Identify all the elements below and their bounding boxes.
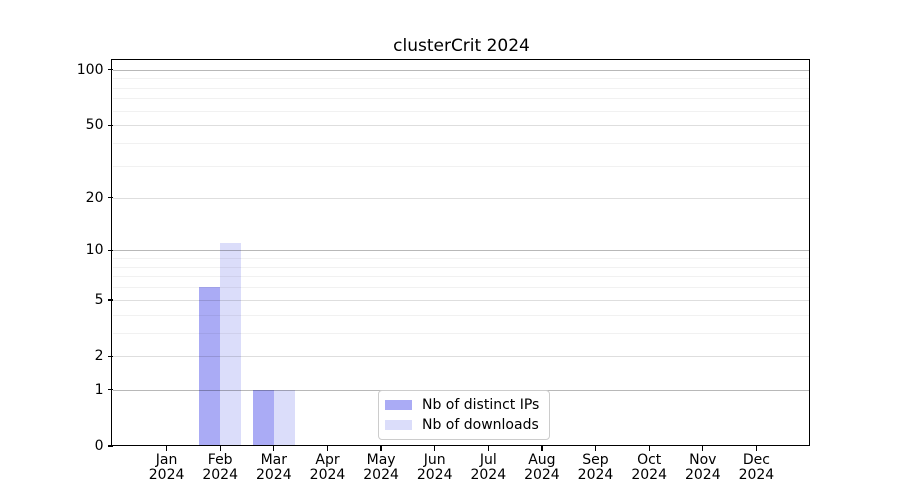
gridline-minor-8 — [113, 266, 810, 268]
x-tick-year: 2024 — [309, 467, 346, 483]
gridline-major-20 — [113, 197, 810, 199]
y-tick-label-0: 0 — [94, 438, 104, 454]
y-tick-mark-1 — [107, 388, 113, 391]
x-tick-year: 2024 — [202, 467, 238, 483]
legend: Nb of distinct IPs Nb of downloads — [378, 390, 551, 440]
x-tick-mark-jul — [487, 446, 489, 451]
x-tick-label-oct: Oct 2024 — [619, 453, 679, 483]
x-tick-year: 2024 — [416, 467, 453, 483]
x-tick-month: Oct — [637, 452, 662, 468]
x-tick-label-dec: Dec 2024 — [726, 453, 786, 483]
gridline-minor-60 — [113, 110, 810, 112]
y-tick-label-100: 100 — [76, 61, 104, 78]
x-tick-label-may: May 2024 — [351, 453, 411, 483]
y-tick-mark-0 — [107, 445, 113, 447]
gridline-major-5 — [113, 299, 810, 301]
y-tick-label-50: 50 — [85, 117, 104, 134]
x-tick-mark-jun — [434, 446, 436, 451]
gridline-minor-4 — [113, 314, 810, 316]
y-tick-label-2: 2 — [94, 348, 104, 365]
y-tick-label-5: 5 — [94, 291, 104, 308]
x-tick-mark-nov — [702, 446, 704, 451]
legend-swatch-downloads — [385, 420, 412, 430]
legend-item-downloads: Nb of downloads — [385, 417, 539, 433]
x-tick-month: Jan — [155, 452, 178, 468]
gridline-major-2 — [113, 356, 810, 358]
gridline-minor-70 — [113, 98, 810, 100]
legend-label-downloads: Nb of downloads — [422, 417, 539, 433]
chart-title: clusterCrit 2024 — [393, 36, 530, 56]
gridline-minor-80 — [113, 87, 810, 89]
x-tick-year: 2024 — [577, 467, 614, 483]
x-tick-month: Dec — [742, 452, 770, 468]
x-tick-year: 2024 — [631, 467, 667, 483]
x-tick-month: Sep — [582, 452, 609, 468]
plot-area — [113, 61, 810, 446]
x-tick-year: 2024 — [684, 467, 721, 483]
legend-item-distinct-ips: Nb of distinct IPs — [385, 397, 539, 413]
gridline-minor-90 — [113, 78, 810, 80]
bar-nb-of-distinct-ips-mar — [252, 389, 274, 446]
x-tick-month: Apr — [315, 452, 340, 468]
x-tick-year: 2024 — [148, 467, 185, 483]
x-tick-mark-oct — [648, 446, 650, 451]
x-tick-mark-may — [380, 446, 382, 451]
x-tick-label-aug: Aug 2024 — [512, 453, 572, 483]
x-tick-month: Nov — [689, 452, 717, 468]
x-tick-year: 2024 — [524, 467, 560, 483]
x-tick-month: Mar — [260, 452, 287, 468]
legend-swatch-distinct-ips — [385, 400, 412, 410]
gridline-minor-9 — [113, 258, 810, 260]
x-tick-label-mar: Mar 2024 — [244, 453, 304, 483]
gridline-minor-3 — [113, 332, 810, 334]
x-tick-month: Jun — [423, 452, 446, 468]
y-tick-mark-2 — [107, 355, 113, 358]
gridline-major-50 — [113, 125, 810, 127]
x-tick-mark-apr — [326, 446, 329, 451]
x-tick-year: 2024 — [470, 467, 507, 483]
y-tick-label-20: 20 — [85, 189, 104, 206]
x-tick-label-jun: Jun 2024 — [405, 453, 465, 483]
y-tick-mark-5 — [107, 299, 113, 301]
y-tick-mark-10 — [107, 249, 113, 252]
legend-label-distinct-ips: Nb of distinct IPs — [422, 397, 540, 413]
bar-nb-of-distinct-ips-feb — [199, 287, 221, 446]
x-tick-month: May — [366, 452, 396, 468]
gridline-major-10 — [113, 250, 810, 252]
x-tick-mark-feb — [219, 446, 221, 451]
x-tick-mark-sep — [594, 446, 597, 451]
x-tick-label-sep: Sep 2024 — [566, 453, 626, 483]
x-tick-mark-mar — [273, 446, 275, 451]
x-tick-mark-dec — [755, 446, 758, 451]
gridline-major-100 — [113, 69, 810, 71]
x-tick-mark-jan — [165, 446, 168, 451]
x-tick-mark-aug — [541, 446, 543, 451]
x-tick-label-feb: Feb 2024 — [190, 453, 250, 483]
x-tick-year: 2024 — [363, 467, 399, 483]
y-tick-mark-100 — [107, 68, 113, 71]
bar-nb-of-downloads-mar — [273, 389, 295, 446]
y-tick-mark-50 — [107, 124, 113, 126]
y-tick-label-10: 10 — [85, 242, 104, 259]
gridline-minor-40 — [113, 143, 810, 145]
gridline-minor-7 — [113, 276, 810, 278]
x-tick-label-nov: Nov 2024 — [673, 453, 733, 483]
x-tick-month: Feb — [207, 452, 233, 468]
bar-nb-of-downloads-feb — [220, 243, 242, 446]
y-tick-mark-20 — [107, 197, 113, 199]
gridline-minor-30 — [113, 165, 810, 167]
x-tick-label-apr: Apr 2024 — [298, 453, 358, 483]
x-tick-month: Jul — [479, 452, 497, 468]
y-tick-label-1: 1 — [94, 381, 104, 398]
x-tick-year: 2024 — [255, 467, 292, 483]
x-tick-label-jan: Jan 2024 — [137, 453, 197, 483]
gridline-minor-6 — [113, 287, 810, 289]
x-tick-label-jul: Jul 2024 — [458, 453, 518, 483]
x-tick-month: Aug — [528, 452, 556, 468]
x-tick-year: 2024 — [738, 467, 775, 483]
